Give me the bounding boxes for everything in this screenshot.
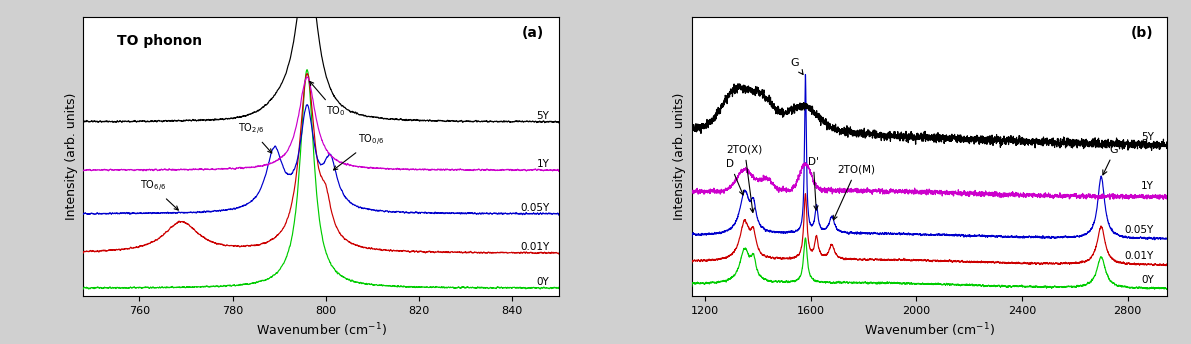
Text: 1Y: 1Y	[536, 159, 549, 169]
Text: D: D	[727, 159, 743, 195]
Text: 0Y: 0Y	[1141, 275, 1154, 285]
Y-axis label: Intensity (arb. units): Intensity (arb. units)	[64, 93, 77, 220]
Text: 1Y: 1Y	[1141, 182, 1154, 192]
Text: 5Y: 5Y	[1141, 132, 1154, 142]
Text: (a): (a)	[522, 25, 544, 40]
Text: TO phonon: TO phonon	[117, 34, 201, 48]
X-axis label: Wavenumber (cm$^{-1}$): Wavenumber (cm$^{-1}$)	[256, 321, 387, 339]
Text: TO$_{0/6}$: TO$_{0/6}$	[333, 133, 385, 170]
Text: TO$_{6/6}$: TO$_{6/6}$	[141, 179, 179, 210]
X-axis label: Wavenumber (cm$^{-1}$): Wavenumber (cm$^{-1}$)	[863, 321, 994, 339]
Text: 2TO(X): 2TO(X)	[727, 145, 762, 212]
Text: 0.05Y: 0.05Y	[1124, 225, 1154, 235]
Text: G': G'	[1103, 145, 1121, 175]
Text: TO$_{2/6}$: TO$_{2/6}$	[238, 122, 272, 153]
Text: (b): (b)	[1130, 25, 1153, 40]
Text: 0.05Y: 0.05Y	[520, 203, 549, 213]
Text: D': D'	[807, 157, 818, 210]
Text: G: G	[791, 58, 803, 74]
Text: 0Y: 0Y	[537, 277, 549, 287]
Text: TO$_0$: TO$_0$	[310, 82, 345, 118]
Text: 5Y: 5Y	[536, 111, 549, 121]
Text: 0.01Y: 0.01Y	[1124, 251, 1154, 261]
Text: 2TO(M): 2TO(M)	[834, 165, 875, 220]
Y-axis label: Intensity (arb. units): Intensity (arb. units)	[673, 93, 686, 220]
Text: 0.01Y: 0.01Y	[520, 242, 549, 252]
